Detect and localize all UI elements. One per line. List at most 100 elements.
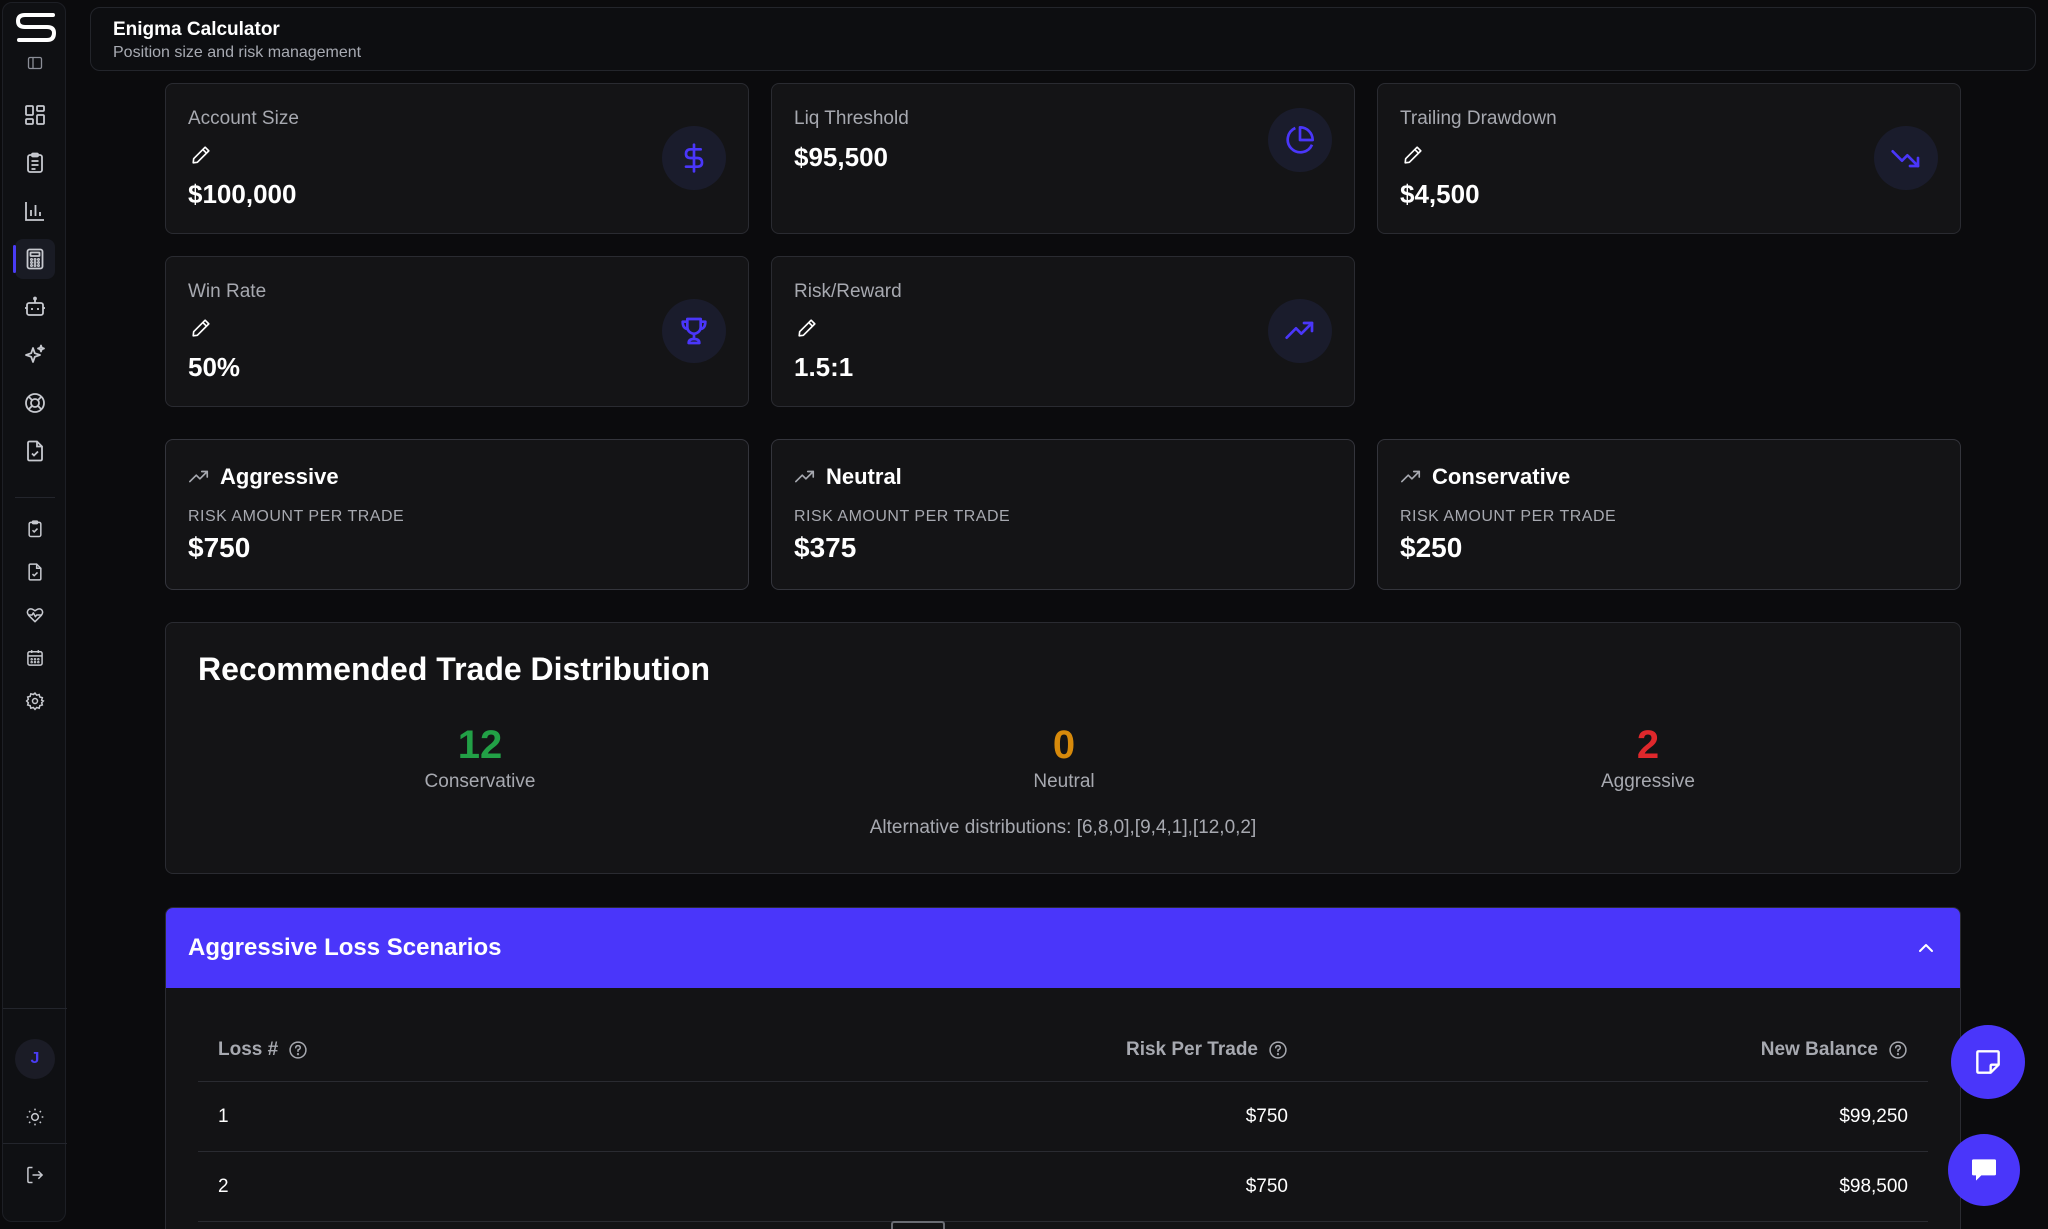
logo-icon[interactable] [15, 11, 57, 45]
clipboard-icon [27, 152, 43, 173]
trailing-drawdown-icon-badge [1874, 126, 1938, 190]
sidebar-item-settings[interactable] [15, 681, 55, 721]
dashboard-icon [25, 105, 45, 125]
clipboard-check-icon [28, 520, 42, 538]
chat-fab-button[interactable] [1948, 1134, 2020, 1206]
sidebar-item-health[interactable] [15, 595, 55, 635]
aggressive-risk-value: $750 [188, 532, 251, 563]
neutral-profile-card[interactable]: Neutral RISK AMOUNT PER TRADE $375 [771, 439, 1355, 590]
neutral-profile-name: Neutral [826, 464, 902, 489]
column-header-risk-per-trade: Risk Per Trade [1126, 1018, 1288, 1081]
aggressive-risk-label: RISK AMOUNT PER TRADE [188, 508, 405, 525]
page-header: Enigma Calculator Position size and risk… [90, 7, 2036, 71]
theme-toggle-button[interactable] [15, 1097, 55, 1137]
distribution-neutral: 0 Neutral [914, 721, 1214, 793]
pencil-icon[interactable] [190, 144, 212, 166]
sidebar-divider-logout [3, 1143, 67, 1144]
trending-up-icon [795, 470, 815, 483]
trending-up-icon [1401, 470, 1421, 483]
file-check-icon [28, 563, 42, 581]
column-header-loss: Loss # [218, 1018, 308, 1081]
column-header-new-balance: New Balance [1761, 1018, 1908, 1081]
page-title: Enigma Calculator [113, 19, 280, 40]
logout-icon [27, 1166, 44, 1184]
loss-scenarios-header[interactable]: Aggressive Loss Scenarios [166, 908, 1960, 988]
sidebar-item-calendar[interactable] [15, 638, 55, 678]
sidebar-item-analytics[interactable] [15, 191, 55, 231]
liq-threshold-icon-badge [1268, 108, 1332, 172]
sidebar-item-calculator[interactable] [13, 239, 55, 279]
table-header-row: Loss # Risk Per Trade New Balance [198, 1018, 1928, 1082]
sidebar-item-checklist[interactable] [15, 509, 55, 549]
distribution-conservative: 12 Conservative [330, 721, 630, 793]
trade-distribution-panel: Recommended Trade Distribution 12 Conser… [165, 622, 1961, 874]
sidebar-item-journal[interactable] [15, 143, 55, 183]
conservative-profile-name: Conservative [1432, 464, 1571, 489]
sparkles-icon [25, 344, 45, 363]
account-size-value: $100,000 [188, 179, 297, 209]
alternative-distributions: Alternative distributions: [6,8,0],[9,4,… [869, 817, 1257, 838]
sidebar-item-rules[interactable] [15, 552, 55, 592]
calendar-icon [27, 650, 43, 666]
sidebar-item-reports[interactable] [15, 431, 55, 471]
trending-up-icon [189, 470, 209, 483]
conservative-profile-card[interactable]: Conservative RISK AMOUNT PER TRADE $250 [1377, 439, 1961, 590]
pencil-icon[interactable] [190, 317, 212, 339]
gear-icon [25, 692, 45, 711]
sidebar-item-dashboard[interactable] [15, 95, 55, 135]
aggressive-count: 2 [1636, 723, 1660, 767]
sidebar-item-bots[interactable] [15, 287, 55, 327]
sidebar-item-ai[interactable] [15, 335, 55, 375]
conservative-count-label: Conservative [424, 771, 536, 792]
page-subtitle: Position size and risk management [113, 44, 362, 61]
user-avatar[interactable]: J [15, 1039, 55, 1079]
help-circle-icon[interactable] [1268, 1040, 1288, 1060]
conservative-count: 12 [457, 723, 503, 767]
risk-per-trade: $750 [1245, 1175, 1288, 1197]
risk-reward-value: 1.5:1 [794, 352, 854, 382]
risk-reward-icon-badge [1268, 299, 1332, 363]
help-circle-icon[interactable] [1888, 1040, 1908, 1060]
loss-number: 1 [218, 1105, 229, 1127]
logout-button[interactable] [15, 1155, 55, 1195]
aggressive-count-label: Aggressive [1601, 771, 1695, 792]
scroll-handle[interactable] [891, 1221, 945, 1229]
pencil-icon[interactable] [1402, 144, 1424, 166]
sticky-note-icon [1976, 1050, 2000, 1074]
trailing-drawdown-value: $4,500 [1400, 179, 1480, 209]
distribution-title: Recommended Trade Distribution [198, 651, 711, 687]
loss-scenarios-panel: Aggressive Loss Scenarios Loss # Risk Pe… [165, 907, 1961, 1229]
pencil-icon[interactable] [796, 317, 818, 339]
account-size-icon-badge [662, 126, 726, 190]
pie-chart-icon [1286, 126, 1314, 154]
liq-threshold-value: $95,500 [794, 142, 888, 172]
sidebar-divider [15, 497, 55, 498]
loss-scenarios-title: Aggressive Loss Scenarios [188, 934, 502, 961]
win-rate-label: Win Rate [188, 281, 267, 302]
sidebar: J [2, 2, 67, 1222]
aggressive-profile-name: Aggressive [220, 464, 339, 489]
dollar-icon [684, 143, 704, 173]
account-size-card: Account Size $100,000 [165, 83, 749, 234]
bar-chart-icon [25, 202, 44, 221]
sidebar-toggle-icon[interactable] [27, 55, 43, 71]
help-circle-icon[interactable] [288, 1040, 308, 1060]
sun-icon [26, 1108, 44, 1126]
notes-fab-button[interactable] [1951, 1025, 2025, 1099]
loss-number: 2 [218, 1175, 229, 1197]
table-row: 2 $750 $98,500 [198, 1152, 1928, 1222]
conservative-risk-value: $250 [1400, 532, 1463, 563]
trailing-drawdown-label: Trailing Drawdown [1400, 108, 1557, 129]
win-rate-card: Win Rate 50% [165, 256, 749, 407]
win-rate-value: 50% [188, 352, 241, 382]
liq-threshold-card: Liq Threshold $95,500 [771, 83, 1355, 234]
sidebar-item-support[interactable] [15, 383, 55, 423]
neutral-risk-label: RISK AMOUNT PER TRADE [794, 508, 1011, 525]
neutral-count-label: Neutral [1033, 771, 1095, 792]
distribution-aggressive: 2 Aggressive [1498, 721, 1798, 793]
aggressive-profile-card[interactable]: Aggressive RISK AMOUNT PER TRADE $750 [165, 439, 749, 590]
neutral-risk-value: $375 [794, 532, 857, 563]
chevron-up-icon[interactable] [1914, 936, 1938, 960]
risk-per-trade: $750 [1245, 1105, 1288, 1127]
document-check-icon [27, 440, 43, 462]
